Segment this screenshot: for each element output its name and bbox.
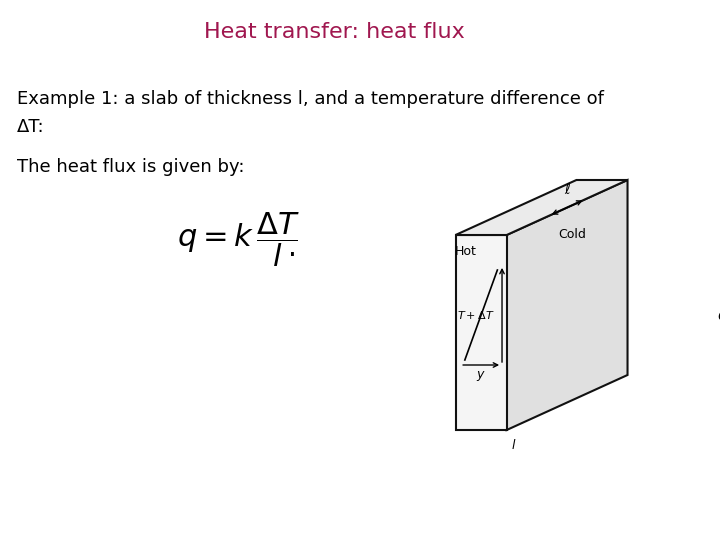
Text: Cold: Cold (558, 227, 585, 240)
Polygon shape (456, 180, 628, 235)
Polygon shape (507, 180, 628, 430)
Text: $\ell$: $\ell$ (564, 183, 571, 198)
Text: $y$: $y$ (476, 369, 486, 383)
Text: .: . (288, 234, 297, 262)
Text: $q$: $q$ (717, 309, 720, 325)
Text: Example 1: a slab of thickness l, and a temperature difference of: Example 1: a slab of thickness l, and a … (17, 90, 603, 108)
Text: ΔT:: ΔT: (17, 118, 45, 136)
Text: Heat transfer: heat flux: Heat transfer: heat flux (204, 22, 465, 42)
Text: The heat flux is given by:: The heat flux is given by: (17, 158, 244, 176)
Text: $q = k\,\dfrac{\Delta T}{l}$: $q = k\,\dfrac{\Delta T}{l}$ (176, 211, 300, 269)
Text: $l$: $l$ (511, 438, 517, 452)
Text: Hot: Hot (455, 245, 477, 258)
Polygon shape (456, 235, 507, 430)
Text: $T+\Delta T$: $T+\Delta T$ (457, 309, 495, 321)
